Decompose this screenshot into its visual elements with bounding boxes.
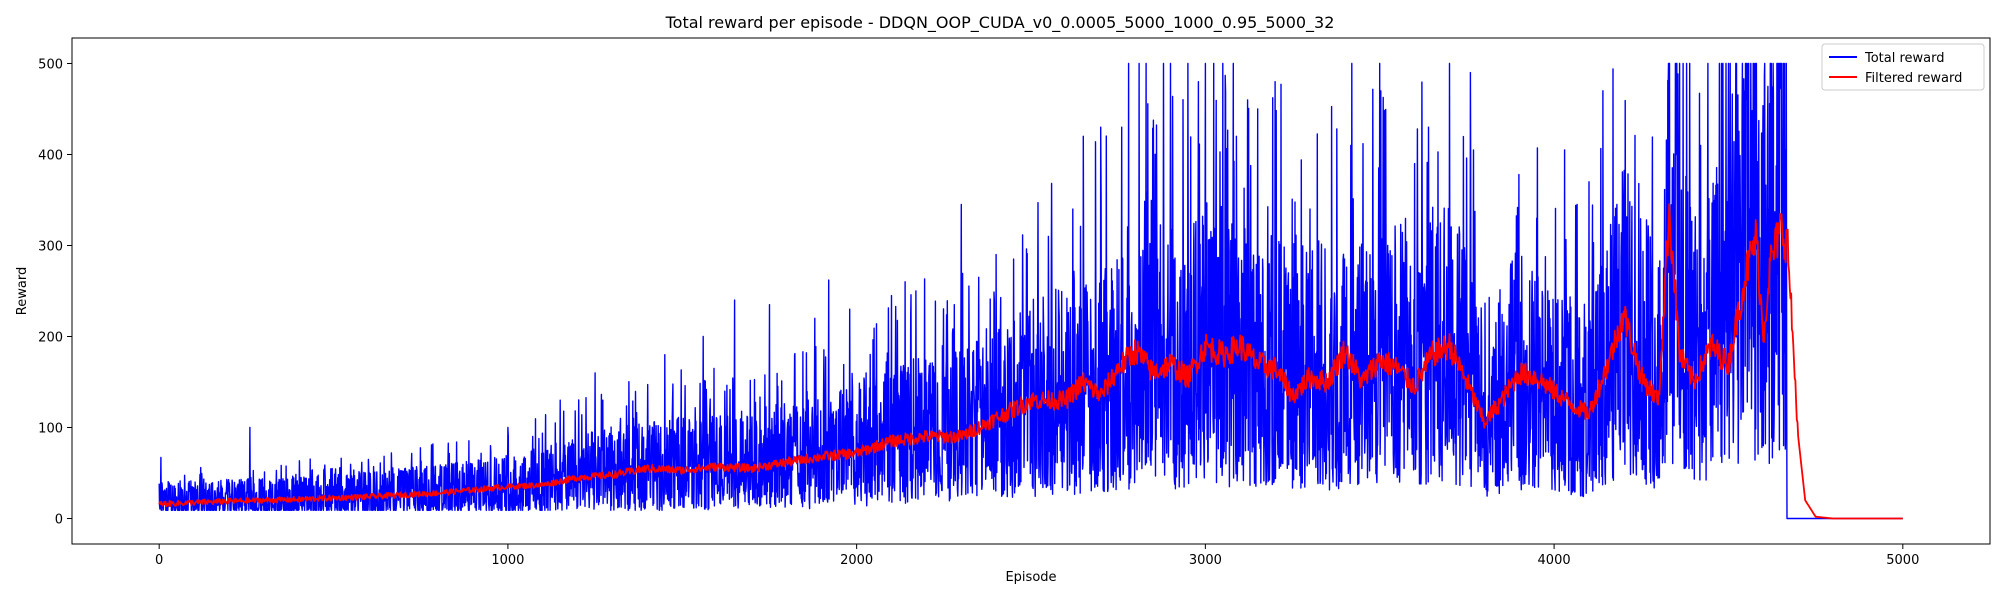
y-tick-label: 200 [38, 331, 63, 346]
y-axis-ticks: 0 100 200 300 400 500 [38, 57, 72, 528]
y-tick-label: 0 [55, 513, 63, 528]
y-tick-label: 500 [38, 57, 63, 72]
x-tick-label: 3000 [1189, 553, 1222, 568]
x-tick-label: 2000 [840, 553, 873, 568]
y-tick-label: 400 [38, 148, 63, 163]
legend-label-total-reward: Total reward [1864, 51, 1945, 66]
y-tick-label: 300 [38, 239, 63, 254]
series-line-total-reward [158, 62, 1903, 520]
y-axis-label: Reward [15, 267, 30, 315]
x-tick-label: 0 [155, 553, 163, 568]
chart-title: Total reward per episode - DDQN_OOP_CUDA… [665, 13, 1335, 33]
x-axis-label: Episode [1005, 570, 1056, 585]
plot-area [71, 37, 1991, 545]
x-axis-ticks: 0 1000 2000 3000 4000 5000 [155, 544, 1919, 568]
legend-box [1821, 43, 1985, 91]
y-tick-label: 100 [38, 422, 63, 437]
x-tick-label: 1000 [491, 553, 524, 568]
series-line-filtered-reward [158, 203, 1903, 520]
legend: Total reward Filtered reward [1821, 43, 1985, 91]
x-tick-label: 5000 [1886, 553, 1919, 568]
legend-label-filtered-reward: Filtered reward [1865, 71, 1962, 86]
series-layer [158, 62, 1903, 520]
x-tick-label: 4000 [1538, 553, 1571, 568]
